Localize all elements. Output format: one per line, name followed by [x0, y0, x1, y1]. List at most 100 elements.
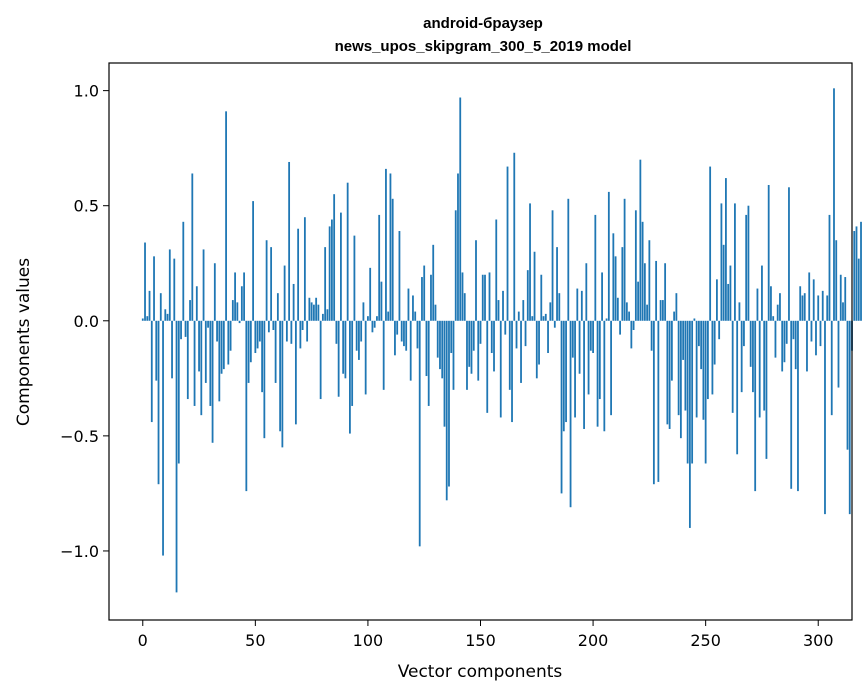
bar-190: [569, 320, 572, 508]
bar-196: [583, 320, 585, 429]
bar-64: [285, 320, 288, 342]
bar-47: [247, 320, 250, 383]
bar-165: [513, 152, 516, 321]
bar-20: [186, 320, 189, 400]
y-axis-ticks: −1.0 −0.5 0.0 0.5 1.0: [60, 82, 109, 561]
bar-255: [716, 279, 718, 321]
bar-88: [340, 212, 342, 321]
bar-30: [209, 320, 212, 406]
bar-310: [839, 274, 842, 321]
bar-89: [342, 320, 345, 374]
bar-254: [713, 320, 716, 365]
bar-293: [801, 295, 804, 321]
bar-231: [661, 300, 664, 321]
bar-182: [551, 210, 554, 321]
bar-177: [540, 274, 543, 321]
bar-307: [833, 88, 835, 321]
bar-265: [738, 302, 741, 321]
bar-104: [376, 316, 378, 321]
bar-86: [335, 320, 338, 344]
bar-126: [425, 320, 428, 377]
bar-300: [817, 295, 820, 321]
bar-142: [461, 272, 464, 321]
bar-178: [542, 316, 545, 321]
bar-233: [666, 320, 669, 425]
bar-226: [650, 320, 653, 351]
bar-18: [182, 221, 185, 321]
bar-169: [522, 300, 525, 321]
bar-256: [718, 320, 721, 340]
bar-127: [427, 320, 430, 406]
bar-241: [684, 320, 687, 411]
bar-290: [794, 320, 797, 370]
bar-306: [830, 320, 833, 416]
bar-116: [403, 320, 405, 347]
bar-294: [803, 293, 806, 321]
bar-111: [391, 198, 394, 321]
bar-98: [362, 302, 365, 321]
bar-46: [245, 320, 248, 492]
chart-title-line-2: news_upos_skipgram_300_5_2019 model: [335, 38, 632, 55]
bar-193: [576, 288, 579, 321]
bar-247: [698, 320, 700, 347]
bar-125: [423, 265, 426, 321]
bar-314: [848, 320, 851, 515]
y-axis-label: Components values: [14, 258, 34, 426]
bar-70: [299, 320, 302, 349]
chart-title-line-1: android-браузер: [423, 15, 543, 32]
bar-292: [799, 286, 802, 321]
bar-153: [486, 320, 489, 413]
bar-160: [502, 290, 504, 321]
bar-240: [682, 320, 685, 360]
bar-113: [396, 320, 399, 335]
bar-229: [657, 320, 660, 482]
bar-63: [283, 265, 286, 321]
bar-284: [781, 320, 784, 372]
bar-302: [821, 290, 824, 321]
bar-117: [405, 320, 408, 351]
bar-246: [695, 320, 698, 418]
bar-97: [360, 320, 363, 342]
bar-34: [218, 320, 221, 402]
bar-175: [535, 320, 538, 379]
bar-24: [195, 286, 198, 321]
bar-225: [648, 240, 651, 321]
bar-123: [418, 320, 421, 547]
bar-273: [756, 288, 759, 321]
bar-189: [567, 198, 570, 321]
x-tick-label: 0: [138, 631, 148, 650]
bar-49: [252, 201, 254, 321]
bar-149: [477, 320, 480, 381]
bar-61: [279, 320, 282, 432]
bar-210: [614, 256, 617, 321]
bar-318: [857, 258, 860, 321]
bar-220: [637, 281, 640, 321]
bar-308: [835, 240, 838, 321]
bar-135: [445, 320, 448, 501]
bar-93: [351, 320, 354, 406]
bar-287: [788, 187, 790, 321]
bar-319: [860, 221, 862, 321]
bar-257: [720, 203, 723, 321]
bar-228: [655, 260, 658, 321]
bar-194: [578, 320, 581, 374]
bar-28: [204, 320, 207, 383]
bar-270: [749, 320, 752, 367]
bar-132: [439, 320, 441, 370]
bar-208: [610, 320, 612, 416]
bar-183: [553, 320, 556, 328]
bar-218: [632, 320, 635, 330]
bar-96: [358, 320, 360, 360]
bar-285: [783, 320, 786, 363]
bar-267: [743, 320, 745, 347]
bar-53: [261, 320, 263, 393]
bar-68: [294, 320, 297, 425]
bar-44: [240, 286, 243, 321]
bar-219: [634, 210, 637, 321]
bar-120: [412, 295, 414, 321]
bar-137: [450, 320, 453, 354]
bar-6: [155, 320, 158, 381]
bar-99: [364, 320, 367, 395]
bar-163: [508, 320, 511, 390]
